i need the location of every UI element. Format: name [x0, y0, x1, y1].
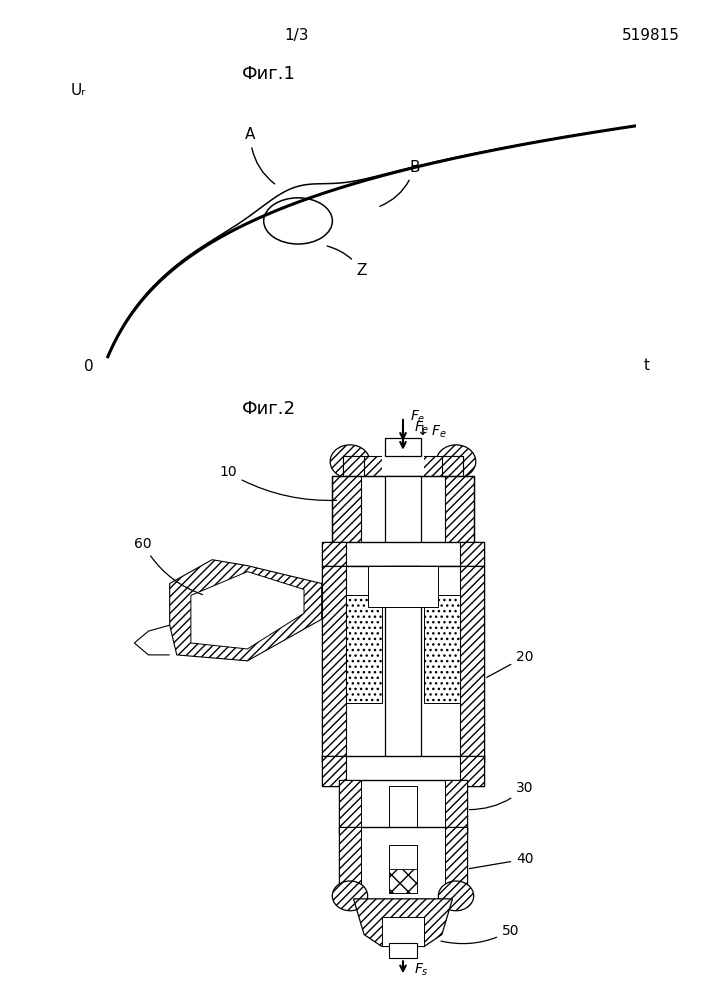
Bar	[322, 756, 484, 786]
Text: B: B	[380, 160, 419, 206]
Polygon shape	[191, 572, 304, 649]
Text: Фиг.1: Фиг.1	[242, 65, 296, 83]
Text: 20: 20	[486, 650, 534, 677]
Bar	[339, 827, 361, 899]
Bar	[385, 438, 421, 456]
Text: Uᵣ: Uᵣ	[71, 83, 86, 98]
Text: 60: 60	[134, 537, 202, 595]
Bar	[322, 566, 484, 762]
Text: $F_s$: $F_s$	[414, 961, 428, 978]
Bar	[445, 476, 474, 548]
Bar	[339, 780, 361, 833]
Text: A: A	[245, 127, 275, 184]
Bar	[332, 476, 361, 548]
Text: 40: 40	[469, 852, 534, 869]
Bar	[389, 845, 417, 893]
Circle shape	[436, 445, 476, 478]
Text: 519815: 519815	[622, 28, 680, 43]
Circle shape	[332, 881, 368, 911]
Bar	[424, 595, 460, 702]
Bar	[322, 566, 346, 762]
Bar	[460, 542, 484, 566]
Bar	[343, 456, 364, 476]
Text: 1/3: 1/3	[285, 28, 309, 43]
Bar	[445, 827, 467, 899]
Polygon shape	[170, 560, 322, 661]
Bar	[382, 917, 424, 946]
Bar	[389, 786, 417, 827]
Bar	[322, 756, 346, 786]
Bar	[322, 542, 484, 566]
Text: 50: 50	[441, 924, 520, 944]
Text: Z: Z	[327, 246, 367, 278]
Bar	[389, 943, 417, 958]
Bar	[385, 476, 421, 548]
Bar	[442, 456, 463, 476]
Text: $\downarrow F_e$: $\downarrow F_e$	[414, 423, 446, 440]
Bar	[332, 476, 474, 548]
Bar	[385, 566, 421, 762]
Bar	[322, 542, 346, 566]
Bar	[389, 869, 417, 893]
Bar	[343, 456, 463, 476]
Text: 30: 30	[469, 781, 534, 810]
Text: $F_e$: $F_e$	[414, 420, 429, 436]
Text: 10: 10	[219, 465, 337, 500]
Circle shape	[438, 881, 474, 911]
Bar	[339, 780, 467, 833]
Text: Фиг.2: Фиг.2	[242, 400, 296, 418]
Bar	[382, 456, 424, 476]
Bar	[460, 756, 484, 786]
Circle shape	[330, 445, 370, 478]
Text: t: t	[644, 358, 650, 372]
Text: 0: 0	[84, 359, 94, 374]
Bar	[346, 595, 382, 702]
Bar	[445, 780, 467, 833]
Bar	[460, 566, 484, 762]
Bar	[339, 827, 467, 899]
Text: $F_e$: $F_e$	[410, 409, 426, 425]
Polygon shape	[354, 899, 452, 946]
Bar	[368, 566, 438, 607]
